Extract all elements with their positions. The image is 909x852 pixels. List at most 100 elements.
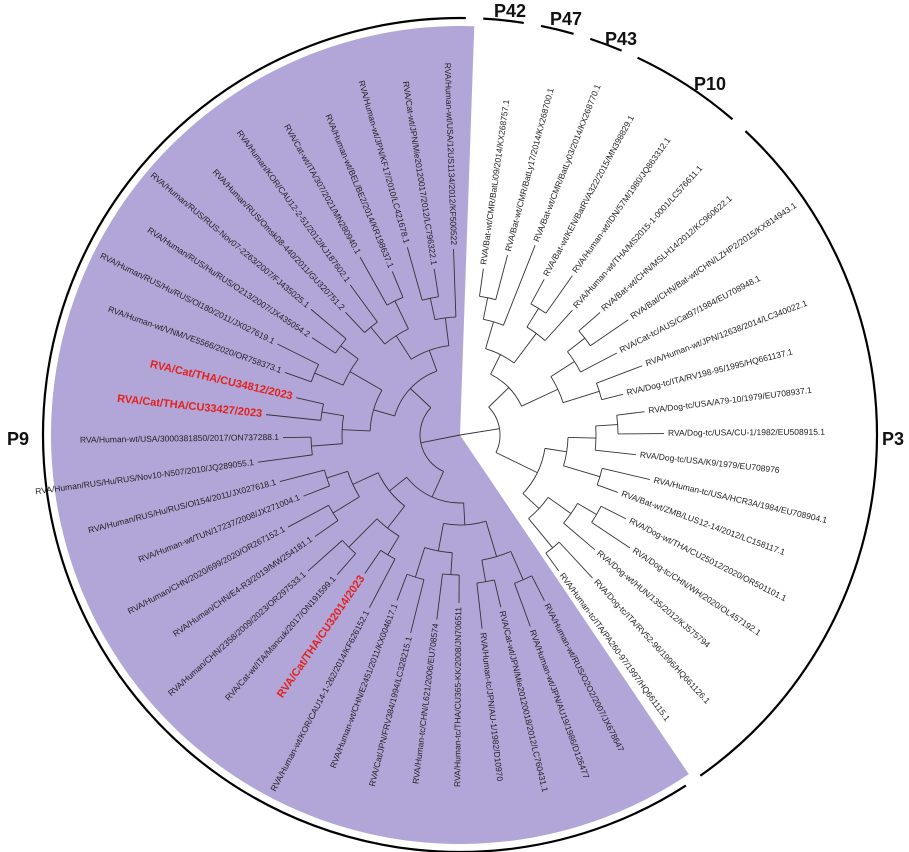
leaf-label: RVA/Dog-tc/USA/CU-1/1982/EU508915.1	[668, 427, 825, 438]
branch	[530, 303, 547, 314]
branch	[485, 321, 494, 349]
branch	[341, 415, 345, 444]
branch	[544, 309, 573, 341]
branch	[562, 390, 600, 404]
branch	[429, 298, 436, 320]
branch	[406, 476, 464, 504]
branch	[514, 583, 531, 627]
branch	[387, 535, 400, 556]
branch	[307, 540, 343, 572]
branch	[450, 552, 453, 575]
branch	[411, 345, 449, 360]
branch	[320, 403, 324, 421]
branch	[567, 437, 596, 439]
branch	[485, 521, 498, 557]
branch	[376, 518, 400, 537]
branch	[373, 409, 395, 417]
branch	[453, 249, 457, 318]
branch	[311, 337, 336, 354]
branch	[420, 434, 461, 444]
branch	[428, 350, 438, 372]
branch	[284, 371, 312, 383]
branch	[314, 372, 344, 386]
branch	[563, 522, 596, 551]
clade-arc	[699, 130, 879, 777]
clade-arc	[589, 37, 623, 52]
branch	[530, 279, 545, 305]
branch	[578, 312, 601, 332]
branch	[578, 330, 591, 346]
branch	[531, 575, 545, 601]
branch	[347, 471, 360, 498]
branch	[349, 284, 378, 323]
branch	[369, 558, 396, 608]
branch	[303, 485, 330, 497]
clade-label: P3	[882, 429, 904, 449]
branch	[394, 300, 409, 330]
branch	[476, 582, 483, 629]
branch	[335, 338, 347, 354]
leaf-label: RVA/Human-wt/USA/3000381850/2017/ON73728…	[80, 432, 279, 445]
branch	[310, 308, 347, 340]
leaf-label: RVA/Dog-tc/USA/A79-10/1979/EU708937.1	[648, 385, 813, 416]
branch	[590, 319, 629, 347]
branch	[287, 504, 329, 528]
branch	[591, 506, 602, 523]
branch	[364, 321, 378, 333]
branch	[563, 465, 601, 478]
branch	[600, 505, 627, 520]
branch	[545, 552, 560, 572]
branch	[437, 523, 444, 552]
branch	[436, 573, 443, 620]
branch	[616, 411, 645, 416]
branch	[342, 429, 371, 432]
branch	[406, 247, 423, 301]
branch	[558, 541, 593, 579]
branch	[380, 550, 396, 560]
branch	[602, 467, 650, 480]
clade-label: P42	[494, 1, 526, 21]
branch	[266, 414, 321, 421]
branch	[328, 505, 339, 521]
clade-label: P43	[605, 29, 637, 49]
clade-arc	[637, 56, 734, 121]
branch	[396, 574, 408, 601]
branch	[341, 540, 356, 554]
branch	[386, 296, 404, 306]
branch	[345, 311, 365, 333]
branch	[352, 472, 379, 485]
branch	[503, 245, 536, 326]
branch	[279, 469, 325, 483]
branch	[459, 428, 500, 436]
branch	[481, 550, 511, 561]
branch	[567, 337, 586, 353]
branch	[359, 256, 388, 306]
branch	[314, 520, 339, 537]
branch	[597, 484, 619, 493]
branch	[431, 471, 444, 498]
branch	[513, 333, 537, 364]
branch	[336, 553, 356, 575]
branch	[580, 352, 618, 373]
leaf-label: RVA/Bat-wt/CMR/BatLy17/2014/KX268700.1	[503, 87, 556, 253]
branch	[332, 496, 360, 514]
branch	[596, 382, 603, 400]
tree-branches	[257, 245, 664, 634]
branch	[545, 275, 573, 314]
branch	[391, 271, 404, 298]
leaf-label: RVA/Dog-tc/USA/K9/1979/EU708976	[639, 449, 780, 475]
branch	[550, 361, 575, 378]
branch	[514, 575, 532, 584]
branch	[479, 295, 496, 301]
branch	[364, 550, 382, 574]
branch	[547, 497, 572, 514]
branch	[596, 468, 603, 486]
branch	[591, 522, 631, 549]
branch	[326, 470, 348, 479]
branch	[463, 502, 466, 525]
branch	[442, 573, 460, 576]
branch	[577, 503, 597, 515]
clade-label: P10	[694, 74, 726, 94]
branch	[410, 388, 432, 408]
